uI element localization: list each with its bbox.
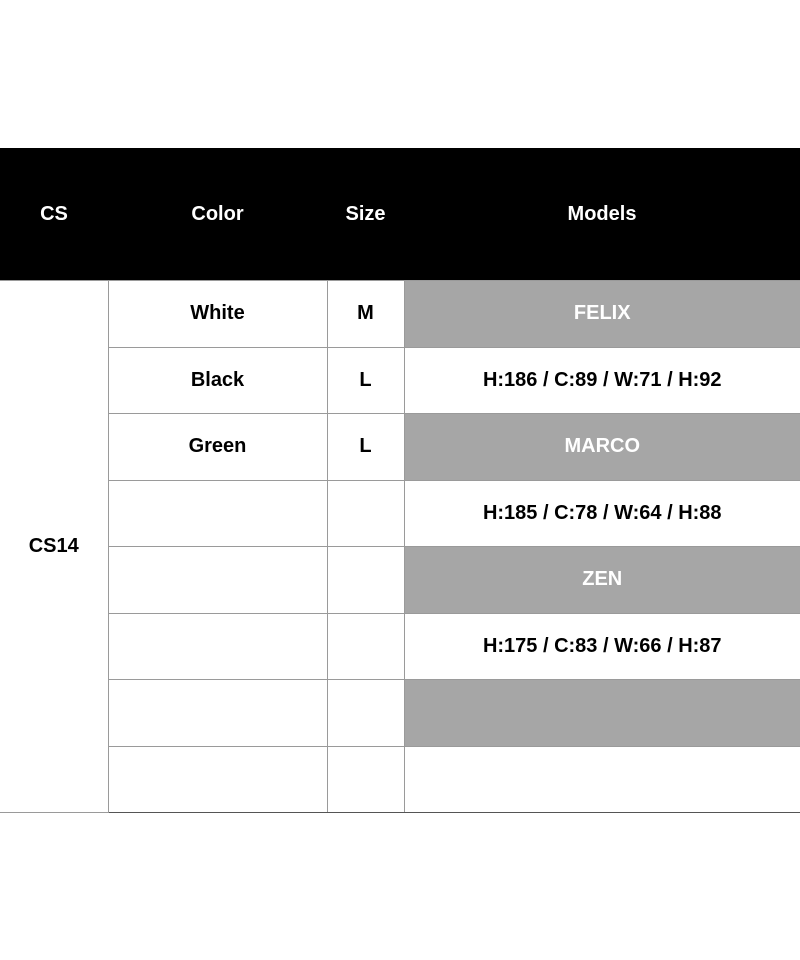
table-row: H:175 / C:83 / W:66 / H:87 bbox=[0, 612, 800, 680]
color-cell bbox=[107, 479, 328, 547]
color-cell: White bbox=[107, 280, 328, 348]
header-color: Color bbox=[108, 148, 327, 281]
size-cell bbox=[326, 479, 405, 547]
table-row bbox=[0, 679, 800, 747]
model-cell: H:185 / C:78 / W:64 / H:88 bbox=[403, 479, 800, 547]
header-models: Models bbox=[404, 148, 800, 281]
size-cell bbox=[326, 679, 405, 747]
cs-cell: CS14 bbox=[0, 280, 109, 813]
header-cs: CS bbox=[0, 148, 108, 281]
model-cell bbox=[403, 745, 800, 813]
color-cell bbox=[107, 745, 328, 813]
model-cell: FELIX bbox=[403, 280, 800, 348]
model-cell: ZEN bbox=[403, 546, 800, 614]
table-row bbox=[0, 745, 800, 813]
table-row: CS14 White M FELIX bbox=[0, 280, 800, 813]
model-cell: H:186 / C:89 / W:71 / H:92 bbox=[403, 346, 800, 414]
color-cell bbox=[107, 546, 328, 614]
model-cell: H:175 / C:83 / W:66 / H:87 bbox=[403, 612, 800, 680]
size-cell: M bbox=[326, 280, 405, 348]
table-row: ZEN bbox=[0, 546, 800, 614]
color-cell: Green bbox=[107, 413, 328, 481]
size-cell bbox=[326, 745, 405, 813]
size-cell bbox=[326, 612, 405, 680]
color-cell: Black bbox=[107, 346, 328, 414]
model-cell: MARCO bbox=[403, 413, 800, 481]
color-cell bbox=[107, 679, 328, 747]
table-row: H:185 / C:78 / W:64 / H:88 bbox=[0, 479, 800, 547]
header-size: Size bbox=[327, 148, 404, 281]
size-cell: L bbox=[326, 413, 405, 481]
table-row: Green L MARCO bbox=[0, 413, 800, 481]
size-cell bbox=[326, 546, 405, 614]
size-chart-table: CS Color Size Models CS14 White M FELIX Blac… bbox=[0, 148, 800, 813]
size-cell: L bbox=[326, 346, 405, 414]
table-row: Black L H:186 / C:89 / W:71 / H:92 bbox=[0, 346, 800, 414]
header-row: CS Color Size Models bbox=[0, 148, 800, 281]
color-cell bbox=[107, 612, 328, 680]
model-cell bbox=[403, 679, 800, 747]
